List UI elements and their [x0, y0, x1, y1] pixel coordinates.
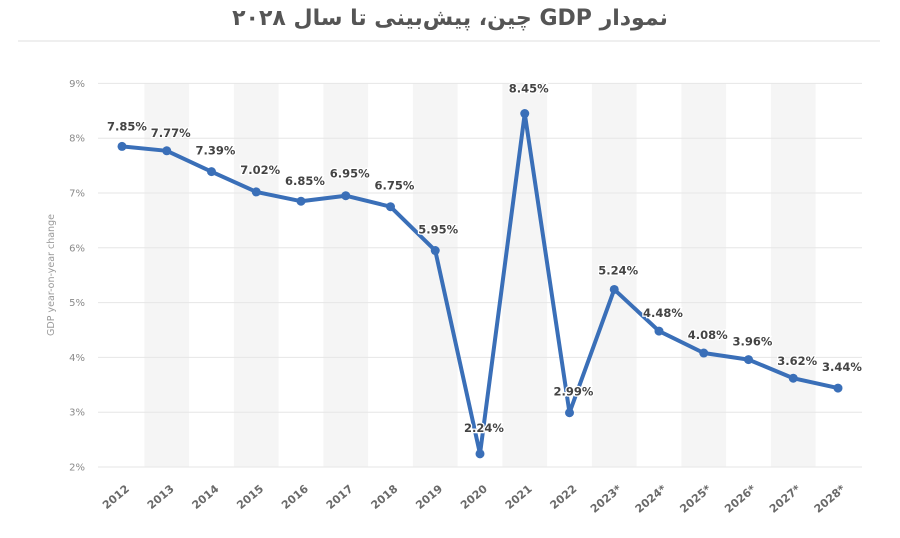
data-labels: 7.85% 7.77% 7.39% 7.02% 6.85% 6.95% 6.75% 5.95%…	[106, 80, 864, 436]
x-tick-label: 2025*	[677, 482, 713, 515]
data-point	[430, 246, 440, 256]
y-axis-label: GDP year-on-year change	[46, 214, 57, 336]
data-label: 7.77%	[151, 126, 191, 140]
column-band	[412, 83, 458, 468]
series-line	[120, 111, 840, 456]
y-tick-label: 6%	[69, 243, 85, 254]
data-label: 6.75%	[375, 179, 415, 193]
column-band	[323, 83, 369, 468]
data-point	[654, 326, 664, 336]
data-label: 7.02%	[240, 163, 280, 177]
data-point	[386, 202, 395, 212]
y-tick-label: 2%	[69, 463, 85, 474]
x-tick-label: 2018	[369, 482, 401, 512]
data-point	[117, 141, 127, 151]
x-tick-label: 2028*	[812, 482, 848, 515]
x-tick-label: 2023*	[588, 482, 624, 515]
x-tick-label: 2026*	[722, 482, 758, 515]
data-point	[296, 196, 306, 206]
data-label: 4.48%	[643, 306, 683, 320]
x-tick-label: 2014	[190, 482, 222, 512]
y-axis-ticks: 2% 3% 4% 5% 6% 7% 8% 9%	[69, 79, 85, 474]
x-tick-label: 2016	[279, 482, 311, 512]
data-points	[117, 109, 843, 459]
column-band	[144, 83, 190, 468]
y-tick-label: 5%	[69, 298, 85, 309]
x-tick-label: 2017	[324, 482, 356, 512]
data-label: 2.99%	[554, 385, 594, 399]
column-band	[770, 83, 816, 468]
x-tick-label: 2021	[503, 482, 535, 512]
data-label: 5.95%	[418, 223, 458, 237]
data-point	[833, 383, 843, 393]
column-band	[681, 83, 727, 468]
title-divider	[18, 40, 880, 42]
data-point	[520, 109, 530, 119]
data-point	[699, 348, 709, 358]
chart-title: نمودار GDP چین، پیش‌بینی تا سال ۲۰۲۸	[232, 6, 668, 31]
x-tick-label: 2019	[413, 482, 445, 512]
y-tick-label: 8%	[69, 134, 85, 145]
data-label: 3.62%	[777, 354, 817, 368]
x-tick-label: 2027*	[767, 482, 803, 515]
x-tick-label: 2024*	[633, 482, 669, 515]
data-point	[609, 284, 619, 294]
gridlines	[98, 82, 862, 468]
column-bands	[144, 83, 816, 468]
data-label: 2.24%	[464, 421, 504, 435]
x-tick-label: 2020	[458, 482, 490, 512]
data-point	[744, 355, 753, 365]
data-label: 6.85%	[285, 174, 325, 188]
column-band	[502, 83, 548, 468]
x-tick-label: 2013	[145, 482, 177, 512]
x-tick-label: 2015	[234, 482, 266, 512]
y-tick-label: 3%	[69, 408, 85, 419]
y-tick-label: 9%	[69, 79, 85, 90]
data-point	[475, 449, 485, 459]
x-tick-label: 2022	[548, 482, 580, 512]
column-band	[233, 83, 279, 468]
column-band	[591, 83, 637, 468]
data-point	[162, 146, 172, 156]
data-label: 3.96%	[733, 335, 773, 349]
data-label: 3.44%	[822, 360, 862, 374]
data-point	[207, 167, 216, 177]
data-point	[788, 373, 798, 383]
x-axis-ticks: 2012 2013 2014 2015 2016 2017 2018 2019 2020 2021…	[100, 482, 848, 516]
y-tick-label: 4%	[69, 353, 85, 364]
data-label: 6.95%	[330, 167, 370, 181]
data-label: 5.24%	[598, 263, 638, 277]
data-label: 7.39%	[196, 144, 236, 158]
data-point	[341, 191, 351, 201]
data-label: 4.08%	[688, 328, 728, 342]
data-point	[251, 187, 261, 197]
data-label: 8.45%	[509, 82, 549, 96]
data-label: 7.85%	[107, 119, 147, 133]
x-tick-label: 2012	[100, 482, 132, 512]
y-tick-label: 7%	[69, 189, 85, 200]
data-point	[565, 408, 574, 418]
